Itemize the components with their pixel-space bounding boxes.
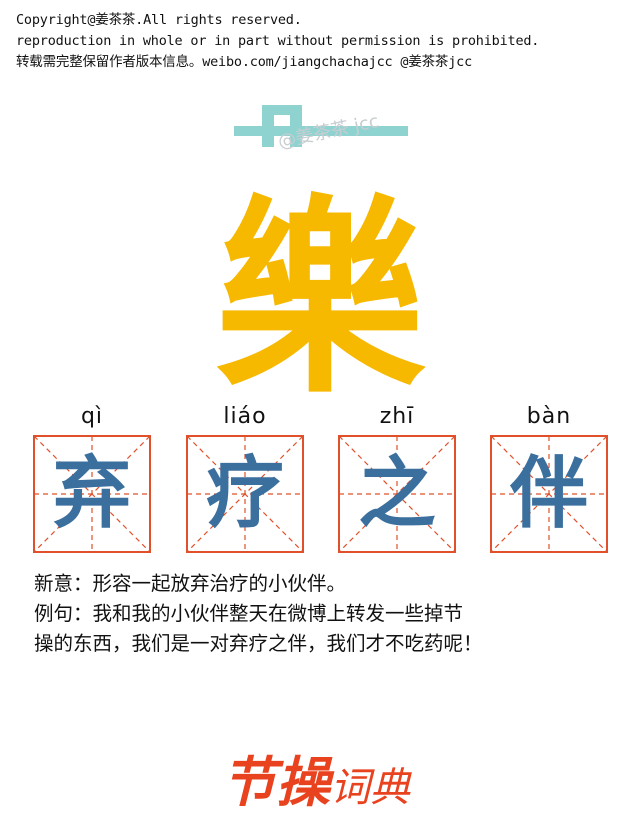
grid-icon (186, 435, 304, 553)
character-2: 疗 (205, 449, 284, 539)
pinyin-1: qì (80, 404, 104, 429)
pinyin-4: bàn (526, 404, 572, 429)
pinyin-3: zhī (379, 404, 415, 429)
example-line-1: 例句：我和我的小伙伴整天在微博上转发一些掉节 (34, 602, 464, 625)
example-line-2: 操的东西，我们是一对弃疗之伴，我们才不吃药呢！ (34, 632, 483, 655)
mascot-icon (234, 105, 408, 147)
brand-sub: 词典 (330, 765, 410, 811)
pinyin-2: liáo (223, 404, 267, 429)
copyright-line-3: 转载需完整保留作者版本信息。weibo.com/jiangchachajcc @… (16, 54, 473, 70)
character-cell-3: 之 (338, 435, 456, 553)
brand-main: 节操 (222, 750, 330, 814)
brand-logo: 节操词典 (222, 738, 482, 814)
meaning-text: 新意：形容一起放弃治疗的小伙伴。 (34, 572, 347, 595)
character-3: 之 (357, 449, 436, 539)
grid-icon (338, 435, 456, 553)
heading-character: 樂 (214, 177, 425, 422)
character-cell-2: 疗 (186, 435, 304, 553)
character-cell-1: 弃 (33, 435, 151, 553)
copyright-line-2: reproduction in whole or in part without… (16, 33, 540, 49)
character-cell-4: 伴 (490, 435, 608, 553)
character-1: 弃 (52, 449, 131, 539)
grid-icon (490, 435, 608, 553)
copyright-notice: Copyright@姜茶茶.All rights reserved. repro… (16, 10, 628, 73)
definition-block: 新意：形容一起放弃治疗的小伙伴。 例句：我和我的小伙伴整天在微博上转发一些掉节 … (34, 569, 634, 659)
grid-icon (33, 435, 151, 553)
character-4: 伴 (509, 449, 588, 539)
copyright-line-1: Copyright@姜茶茶.All rights reserved. (16, 12, 302, 28)
